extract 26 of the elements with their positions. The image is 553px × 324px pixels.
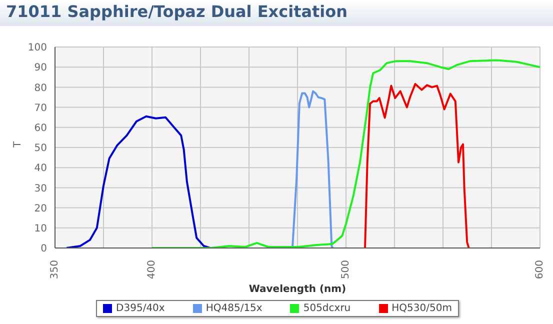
legend-label: HQ530/50m	[390, 303, 452, 314]
line-series	[66, 115, 212, 248]
line-series	[291, 90, 334, 248]
x-tick-label: 400	[146, 260, 158, 280]
x-axis-title: Wavelength (nm)	[248, 284, 346, 295]
y-tick-label: 100	[28, 42, 47, 54]
y-tick-label: 0	[40, 244, 47, 255]
y-tick-label: 50	[34, 143, 47, 154]
y-tick-label: 90	[34, 62, 47, 74]
chart-title: 71011 Sapphire/Topaz Dual Excitation	[0, 0, 553, 26]
x-tick-label: 500	[340, 260, 352, 280]
y-tick-label: 70	[34, 102, 47, 114]
line-series	[151, 59, 540, 248]
x-tick-label: 600	[534, 260, 546, 280]
y-tick-label: 20	[34, 203, 47, 214]
x-tick-label: 350	[50, 260, 60, 280]
y-tick-label: 80	[34, 82, 47, 94]
legend-label: 505dcxru	[302, 303, 351, 314]
line-series	[364, 82, 470, 248]
y-tick-label: 10	[34, 223, 47, 234]
legend-label: HQ485/15x	[204, 303, 262, 314]
legend-label: D395/40x	[115, 303, 165, 314]
y-tick-label: 30	[34, 183, 47, 194]
y-tick-label: 60	[34, 122, 47, 134]
y-axis-title: T	[12, 140, 24, 148]
y-tick-label: 40	[34, 163, 47, 174]
